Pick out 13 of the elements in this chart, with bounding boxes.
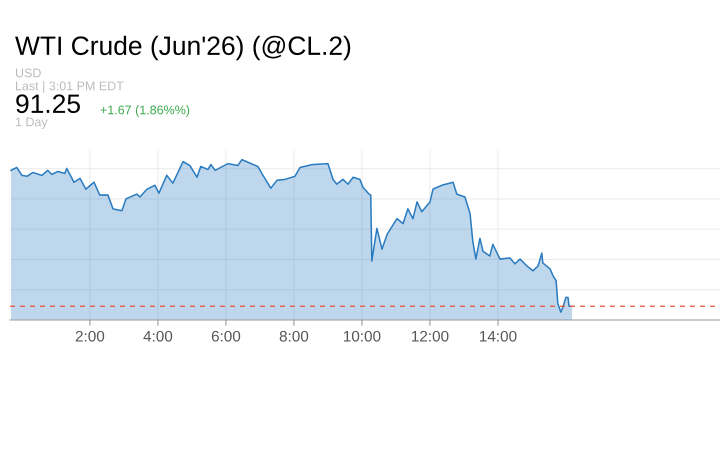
text: USD [16, 68, 41, 78]
text: +1.67 (1.86%%) [100, 105, 190, 117]
x-tick-label: 8:00 [280, 330, 308, 342]
chart-title: WTI Crude (Jun'26) (@CL.2) [15, 36, 350, 60]
x-tick-label: 2:00 [76, 330, 104, 342]
x-tick-label: 4:00 [143, 330, 172, 342]
x-tick-label: 14:00 [480, 330, 516, 342]
text: 1 Day [16, 118, 48, 129]
text: 91.25 [16, 94, 80, 114]
x-tick-label: 10:00 [344, 330, 380, 342]
x-tick-label: 6:00 [212, 330, 240, 342]
x-tick-label: 12:00 [412, 330, 448, 342]
text: Last | 3:01 PM EDT [16, 81, 124, 93]
